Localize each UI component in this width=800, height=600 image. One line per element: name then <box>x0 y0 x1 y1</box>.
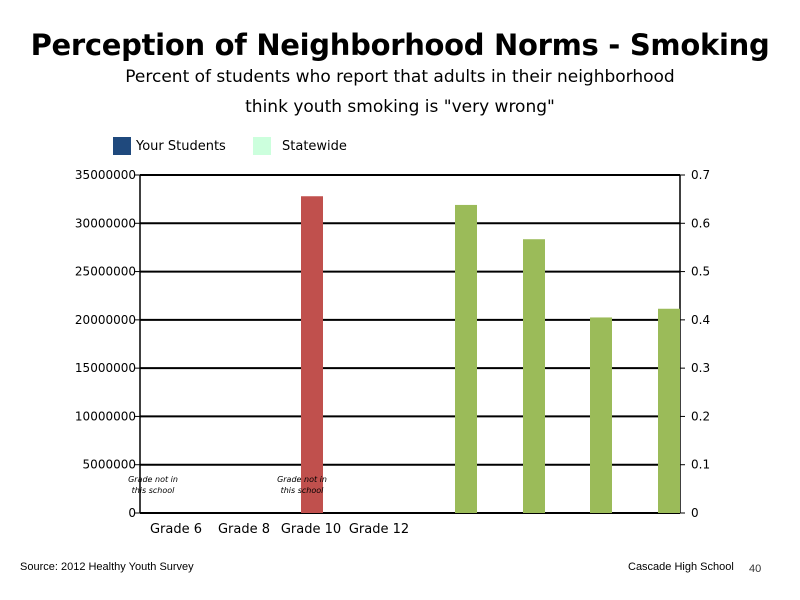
school-name: Cascade High School <box>628 561 734 573</box>
left-tick-label: 35000000 <box>75 168 136 182</box>
source-note: Source: 2012 Healthy Youth Survey <box>20 561 194 573</box>
left-tick-label: 0 <box>128 506 136 520</box>
bar-statewide <box>590 317 612 513</box>
annotation-line2: this school <box>132 486 176 495</box>
bar-statewide <box>455 204 477 514</box>
legend-label-statewide: Statewide <box>282 139 347 154</box>
legend-label-your-students: Your Students <box>136 139 226 154</box>
page-title: Perception of Neighborhood Norms - Smoki… <box>30 28 770 62</box>
right-tick-label: 0.1 <box>691 458 710 472</box>
category-label: Grade 8 <box>218 522 270 537</box>
right-tick-label: 0.3 <box>691 361 710 375</box>
left-tick-label: 20000000 <box>75 313 136 327</box>
category-label: Grade 10 <box>281 522 341 537</box>
right-tick-label: 0.7 <box>691 168 710 182</box>
left-tick-label: 30000000 <box>75 216 136 230</box>
category-label: Grade 6 <box>150 522 202 537</box>
category-label: Grade 12 <box>349 522 409 537</box>
right-tick-label: 0.5 <box>691 265 710 279</box>
bar-statewide <box>658 308 680 513</box>
right-tick-label: 0.4 <box>691 313 710 327</box>
page-number: 40 <box>749 563 762 575</box>
chart-subtitle-line1: Percent of students who report that adul… <box>125 67 675 87</box>
right-tick-label: 0 <box>691 506 699 520</box>
left-tick-label: 25000000 <box>75 265 136 279</box>
legend-swatch-statewide <box>253 137 271 155</box>
left-tick-label: 5000000 <box>83 458 136 472</box>
right-tick-label: 0.2 <box>691 409 710 423</box>
right-tick-label: 0.6 <box>691 216 710 230</box>
chart-subtitle-line2: think youth smoking is "very wrong" <box>245 97 555 117</box>
left-tick-label: 15000000 <box>75 361 136 375</box>
annotation-line1: Grade not in <box>277 475 327 484</box>
annotation-line1: Grade not in <box>128 475 178 484</box>
legend-swatch-your-students <box>113 137 131 155</box>
annotation-line2: this school <box>281 486 325 495</box>
bar-statewide <box>523 239 545 513</box>
bar-your-students <box>301 196 323 513</box>
left-tick-label: 10000000 <box>75 409 136 423</box>
